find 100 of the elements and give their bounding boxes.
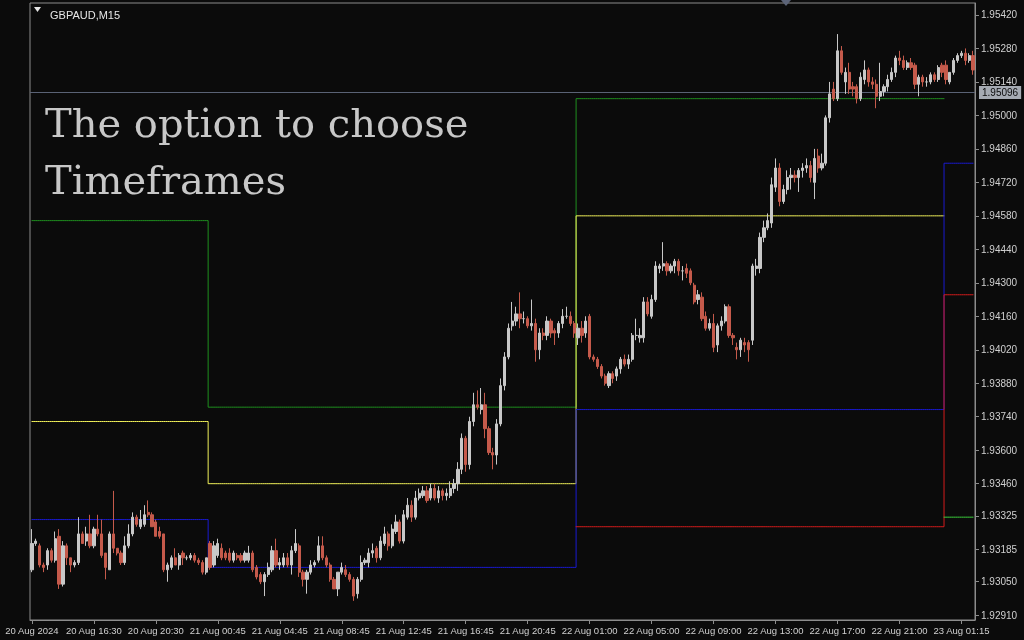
candlestick [696,289,700,305]
candlestick [518,291,522,329]
candlestick [855,83,858,104]
candlestick [844,67,847,95]
candlestick [944,59,948,85]
candlestick [449,480,452,499]
candlestick [429,483,432,501]
y-tick-label: 1.95000 [981,109,1018,121]
candlestick [968,52,971,64]
candlestick [677,258,680,277]
candlestick [441,487,444,501]
candlestick [50,547,53,564]
candlestick [54,531,57,564]
y-tick-label: 1.94720 [981,176,1018,188]
candlestick [840,45,843,76]
candlestick [712,313,715,353]
y-tick-label: 1.93185 [981,543,1018,555]
candlestick [81,531,84,544]
candlestick [789,167,793,191]
candlestick [85,526,88,547]
candlestick [433,483,436,501]
candlestick [875,79,878,109]
candlestick [669,263,673,274]
candlestick [352,576,355,602]
candlestick [61,540,65,588]
candlestick [793,169,797,183]
candlestick [848,62,851,95]
candlestick [247,545,250,564]
y-tick-label: 1.94300 [981,277,1018,289]
y-tick-label: 1.93050 [981,576,1018,588]
candlestick [689,267,692,286]
candlestick [119,550,123,566]
annotation: The option to choose Timeframes [45,99,482,203]
x-tick-label: 20 Aug 2024 [5,624,59,636]
candlestick [530,299,533,332]
candlestick [286,552,289,568]
ref-line-label: 1.95096 [982,86,1019,98]
candlestick [212,540,216,568]
candlestick [139,509,142,530]
candlestick [584,315,587,339]
candlestick [538,327,541,360]
candlestick [778,162,781,207]
y-tick-label: 1.94860 [981,143,1018,155]
candlestick [747,339,750,363]
candlestick [542,327,545,341]
x-tick-label: 21 Aug 00:45 [189,624,246,636]
candlestick [92,526,96,549]
candlestick [665,260,669,277]
candlestick [894,55,897,78]
y-tick-label: 1.95420 [981,9,1018,21]
y-tick-label: 1.93460 [981,478,1018,490]
candlestick [414,490,417,521]
candlestick [809,160,812,183]
candlestick [514,306,518,327]
candlestick [236,552,239,561]
candlestick [88,514,92,549]
candlestick [270,545,274,573]
candlestick [421,485,425,499]
candlestick [243,550,247,564]
candlestick [913,62,917,90]
candlestick [681,265,684,281]
candlestick [971,50,975,76]
candlestick [960,50,963,59]
candlestick [607,370,611,389]
candlestick [410,499,413,523]
candlestick [344,564,347,578]
candlestick [239,552,243,564]
candlestick [112,490,115,554]
candlestick [576,322,580,346]
candlestick [646,296,649,317]
candlestick [642,296,645,344]
candlestick [143,504,146,528]
x-tick-label: 22 Aug 09:00 [685,624,742,636]
candlestick [921,74,924,88]
candlestick [693,282,696,305]
candlestick [751,263,754,346]
candlestick [57,528,61,590]
candlestick [611,370,614,384]
y-tick-label: 1.94160 [981,310,1018,322]
candlestick [929,71,932,85]
candlestick [673,258,676,274]
candlestick [178,552,181,571]
x-tick-label: 21 Aug 20:45 [499,624,556,636]
y-tick-label: 1.95280 [981,42,1018,54]
x-tick-label: 22 Aug 01:00 [561,624,618,636]
candlestick [879,62,882,102]
x-tick-label: 22 Aug 17:00 [809,624,866,636]
candlestick [437,485,440,504]
candlestick [464,435,467,473]
candlestick [898,50,901,66]
candlestick [906,59,909,71]
candlestick [282,552,285,568]
candlestick [580,320,584,344]
candlestick [805,157,808,174]
candlestick [367,547,370,568]
x-tick-label: 20 Aug 20:30 [127,624,184,636]
candlestick [964,47,967,66]
candlestick [817,148,820,174]
candlestick [220,542,223,561]
x-tick-label: 20 Aug 16:30 [65,624,122,636]
